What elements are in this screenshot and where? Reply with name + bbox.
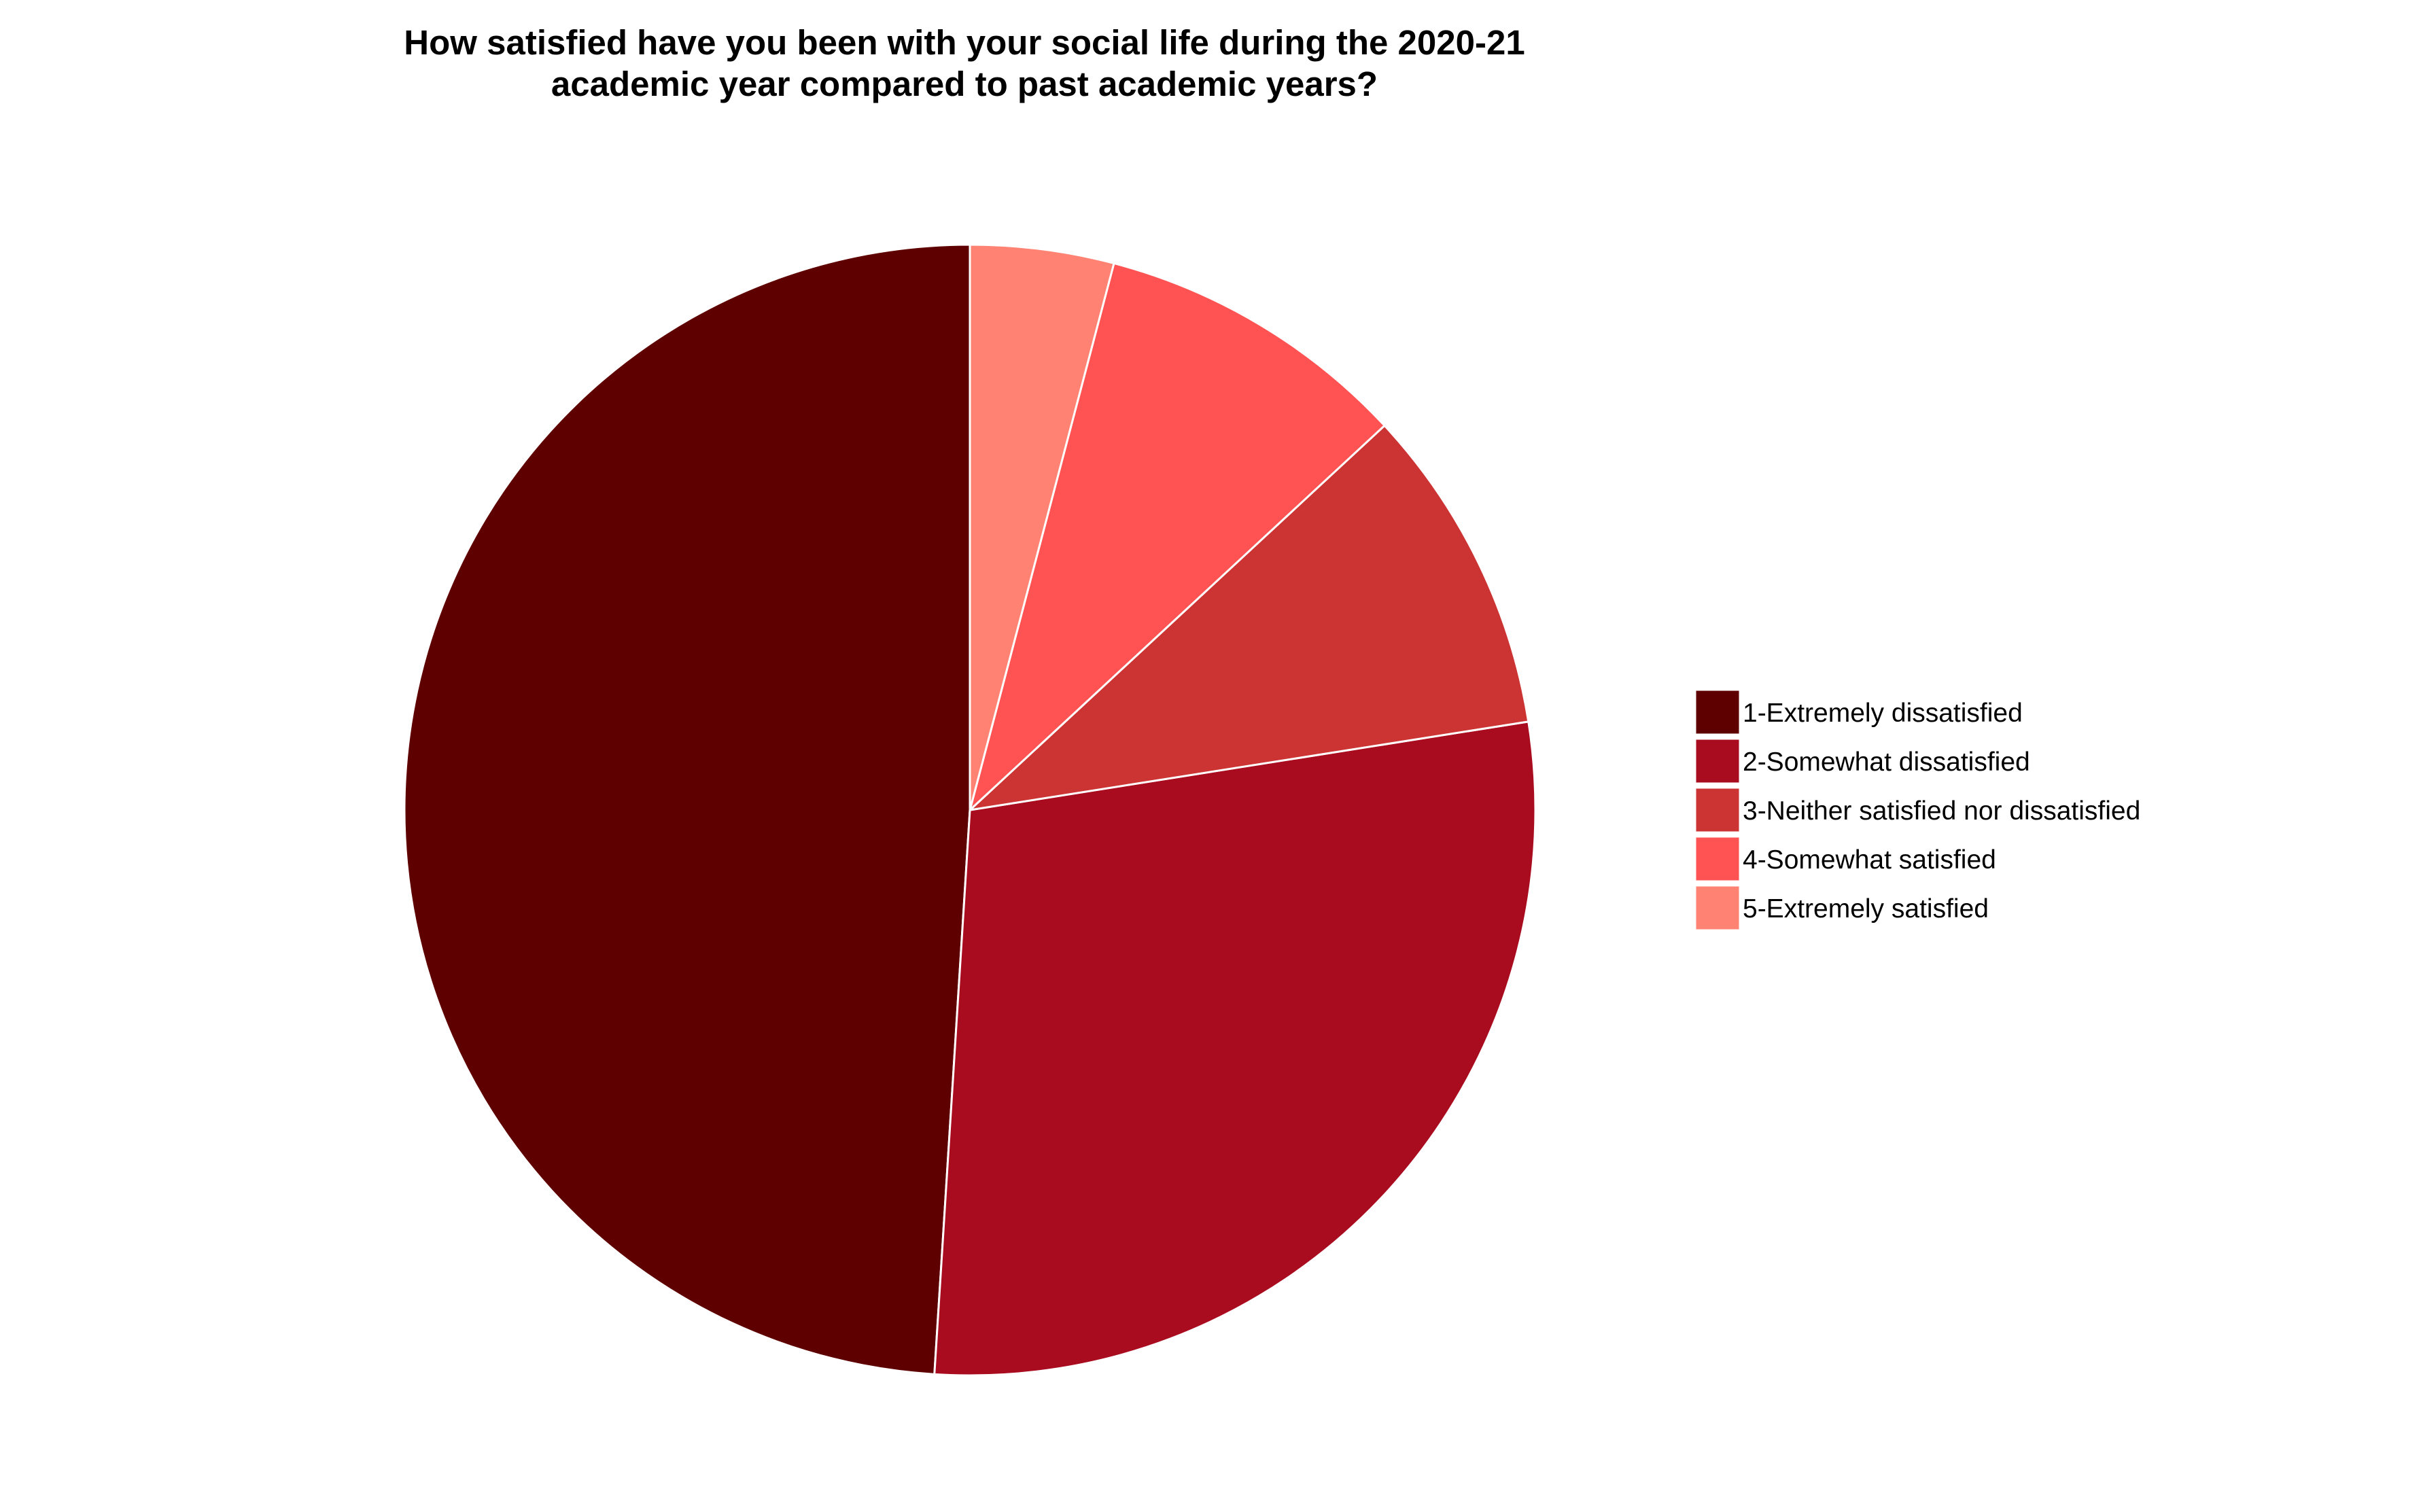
legend-swatch-1 [1694,688,1741,736]
pie-slice-2 [933,720,1537,1377]
pie-slice-1 [403,243,971,1375]
legend-item-3: 3-Neither satisfied nor dissatisfied [1694,786,2140,834]
legend-label-2: 2-Somewhat dissatisfied [1743,748,2030,777]
legend-label-3: 3-Neither satisfied nor dissatisfied [1743,796,2140,826]
chart-title: How satisfied have you been with your so… [404,23,1525,103]
legend-swatch-5 [1694,884,1741,932]
pie-slice-5 [969,243,1115,811]
legend: 1-Extremely dissatisfied 2-Somewhat dissa… [1694,688,2140,932]
legend-item-5: 5-Extremely satisfied [1694,884,1989,932]
legend-swatch-4 [1694,835,1741,883]
legend-label-1: 1-Extremely dissatisfied [1743,699,2023,728]
legend-swatch-2 [1694,737,1741,785]
chart-title-line-1: How satisfied have you been with your so… [404,23,1525,62]
legend-label-5: 5-Extremely satisfied [1743,894,1989,924]
pie-slices [403,243,1537,1377]
legend-item-2: 2-Somewhat dissatisfied [1694,737,2030,785]
pie-slice-3 [969,424,1530,811]
pie-slice-4 [969,262,1386,811]
legend-label-4: 4-Somewhat satisfied [1743,845,1996,875]
legend-swatch-3 [1694,786,1741,834]
legend-item-4: 4-Somewhat satisfied [1694,835,1996,883]
legend-item-1: 1-Extremely dissatisfied [1694,688,2023,736]
chart-title-line-2: academic year compared to past academic … [551,65,1378,103]
